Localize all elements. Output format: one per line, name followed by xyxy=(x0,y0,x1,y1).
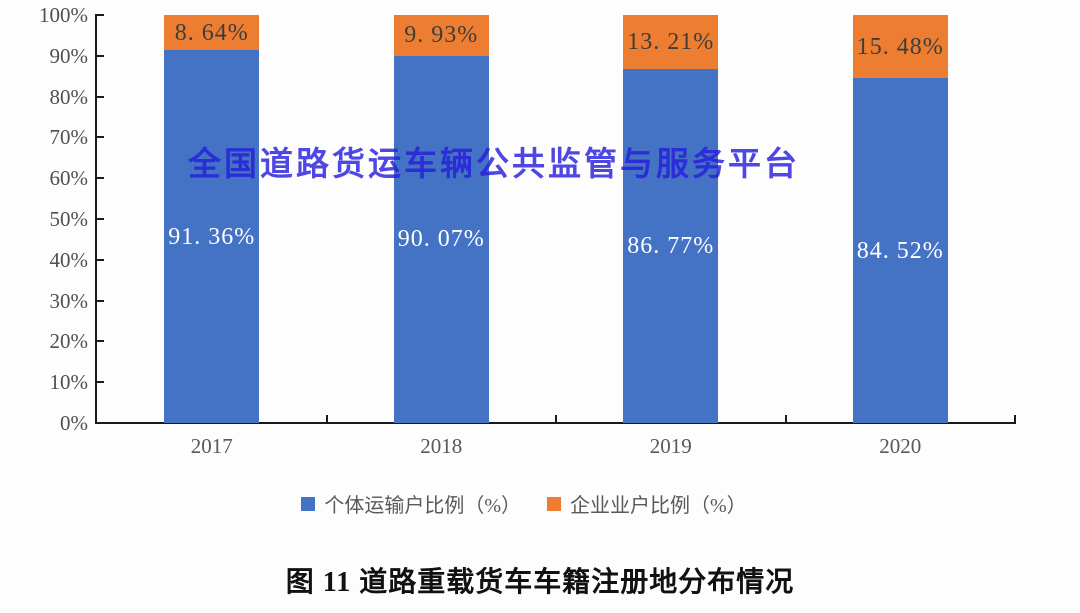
legend-entry: 企业业户比例（%） xyxy=(547,489,747,518)
y-axis-tick xyxy=(97,340,104,343)
legend-entry: 个体运输户比例（%） xyxy=(301,489,521,518)
y-axis-tick xyxy=(97,218,104,220)
y-axis-tick xyxy=(97,136,104,139)
y-tick-label: 30% xyxy=(49,288,89,313)
bar-segment-individual xyxy=(623,68,719,423)
x-tick-label: 2018 xyxy=(420,434,463,458)
bar-segment-enterprise xyxy=(852,15,948,79)
y-tick-label: 50% xyxy=(49,207,89,231)
y-axis-tick xyxy=(97,95,104,98)
y-axis xyxy=(95,14,97,424)
y-tick-label: 80% xyxy=(49,84,89,109)
legend-swatch-enterprise xyxy=(547,496,561,511)
bar-value-label: 15. 48% xyxy=(856,33,944,60)
x-axis-tick xyxy=(784,415,787,423)
legend-label: 企业业户比例（%） xyxy=(570,495,747,517)
y-tick-label: 90% xyxy=(49,43,89,68)
bar-segment-enterprise xyxy=(393,15,489,56)
y-axis-tick xyxy=(97,258,104,261)
bar-segment-individual xyxy=(164,50,260,423)
x-axis-tick xyxy=(555,415,557,423)
legend: 个体运输户比例（%） 企业业户比例（%） xyxy=(0,489,1064,518)
y-axis-tick xyxy=(97,381,104,384)
x-axis-tick xyxy=(325,415,328,423)
y-axis-tick xyxy=(97,54,104,57)
bar-segment-enterprise xyxy=(623,15,719,69)
x-axis xyxy=(95,422,1016,424)
y-tick-label: 60% xyxy=(49,166,89,191)
bar-value-label: 86. 77% xyxy=(627,232,715,259)
x-tick-label: 2020 xyxy=(879,434,922,458)
bar-value-label: 9. 93% xyxy=(404,22,479,49)
watermark: 全国道路货运车辆公共监管与服务平台 xyxy=(188,144,800,183)
x-tick-label: 2017 xyxy=(190,434,233,458)
bar-value-label: 90. 07% xyxy=(397,226,485,253)
bar-value-label: 84. 52% xyxy=(856,237,944,264)
y-tick-label: 10% xyxy=(49,370,89,395)
y-axis-tick xyxy=(97,14,104,16)
y-tick-label: 40% xyxy=(49,247,89,272)
x-tick-label: 2019 xyxy=(649,434,692,458)
bar-value-label: 8. 64% xyxy=(174,19,249,46)
x-axis-tick xyxy=(1014,415,1016,423)
bar-segment-individual xyxy=(393,55,489,423)
y-tick-label: 70% xyxy=(49,125,89,150)
y-tick-label: 0% xyxy=(60,411,88,435)
bar-value-label: 13. 21% xyxy=(627,29,715,56)
figure-caption: 图 11 道路重载货车车籍注册地分布情况 xyxy=(285,567,795,598)
legend-swatch-individual xyxy=(301,496,316,511)
y-tick-label: 100% xyxy=(39,3,88,27)
bar-segment-enterprise xyxy=(164,15,260,51)
y-axis-tick xyxy=(97,177,104,180)
y-tick-label: 20% xyxy=(49,329,89,354)
legend-label: 个体运输户比例（%） xyxy=(324,495,521,517)
bar-segment-individual xyxy=(852,78,948,423)
bar-value-label: 91. 36% xyxy=(168,223,256,250)
y-axis-tick xyxy=(97,299,104,302)
